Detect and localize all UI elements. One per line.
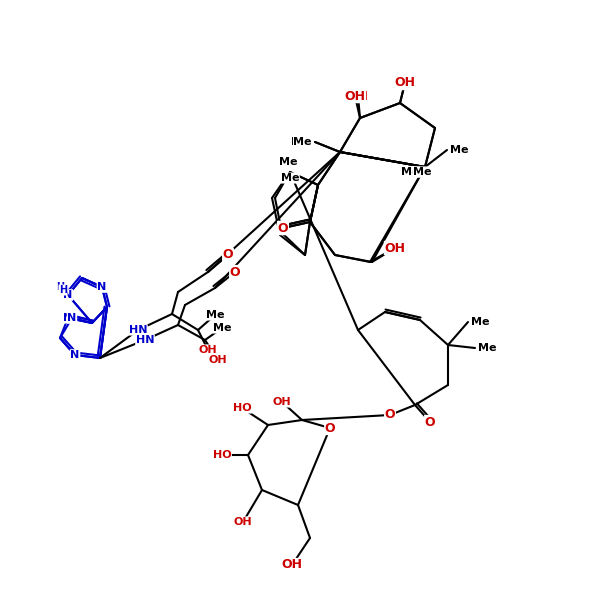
Text: OH: OH [385, 241, 406, 254]
Text: HO: HO [212, 450, 232, 460]
Text: OH: OH [233, 517, 253, 527]
Text: H: H [59, 285, 67, 295]
Text: N: N [97, 282, 107, 292]
Text: Me: Me [401, 167, 419, 177]
Text: N: N [70, 350, 80, 360]
Text: O: O [278, 221, 289, 235]
Text: OH: OH [199, 345, 217, 355]
Text: N: N [70, 350, 80, 360]
Text: HN: HN [136, 335, 154, 345]
Text: Me: Me [292, 137, 310, 147]
Text: N: N [67, 313, 77, 323]
Text: O: O [385, 409, 395, 421]
Text: OH: OH [344, 89, 365, 103]
Text: Me: Me [206, 310, 224, 320]
Text: OH: OH [347, 89, 368, 103]
Text: O: O [278, 221, 289, 235]
Text: O: O [230, 265, 241, 278]
Text: H: H [56, 282, 64, 292]
Text: Me: Me [471, 317, 490, 327]
Text: OH: OH [209, 355, 227, 365]
Text: HN: HN [129, 325, 147, 335]
Text: O: O [325, 421, 335, 434]
Text: Me: Me [293, 137, 312, 147]
Text: N: N [97, 282, 107, 292]
Text: HO: HO [233, 403, 251, 413]
Text: OH: OH [272, 397, 292, 407]
Text: OH: OH [281, 559, 302, 571]
Text: OH: OH [395, 76, 415, 89]
Text: Me: Me [450, 145, 469, 155]
Text: Me: Me [413, 167, 431, 177]
Text: N: N [64, 290, 73, 300]
Text: O: O [223, 248, 233, 262]
Text: Me: Me [281, 173, 299, 183]
Text: Me: Me [279, 157, 297, 167]
Text: N: N [64, 290, 73, 300]
Text: O: O [425, 415, 436, 428]
Text: N: N [64, 313, 73, 323]
Text: OH: OH [395, 76, 415, 89]
Text: Me: Me [478, 343, 497, 353]
Text: OH: OH [385, 241, 406, 254]
Text: Me: Me [213, 323, 231, 333]
